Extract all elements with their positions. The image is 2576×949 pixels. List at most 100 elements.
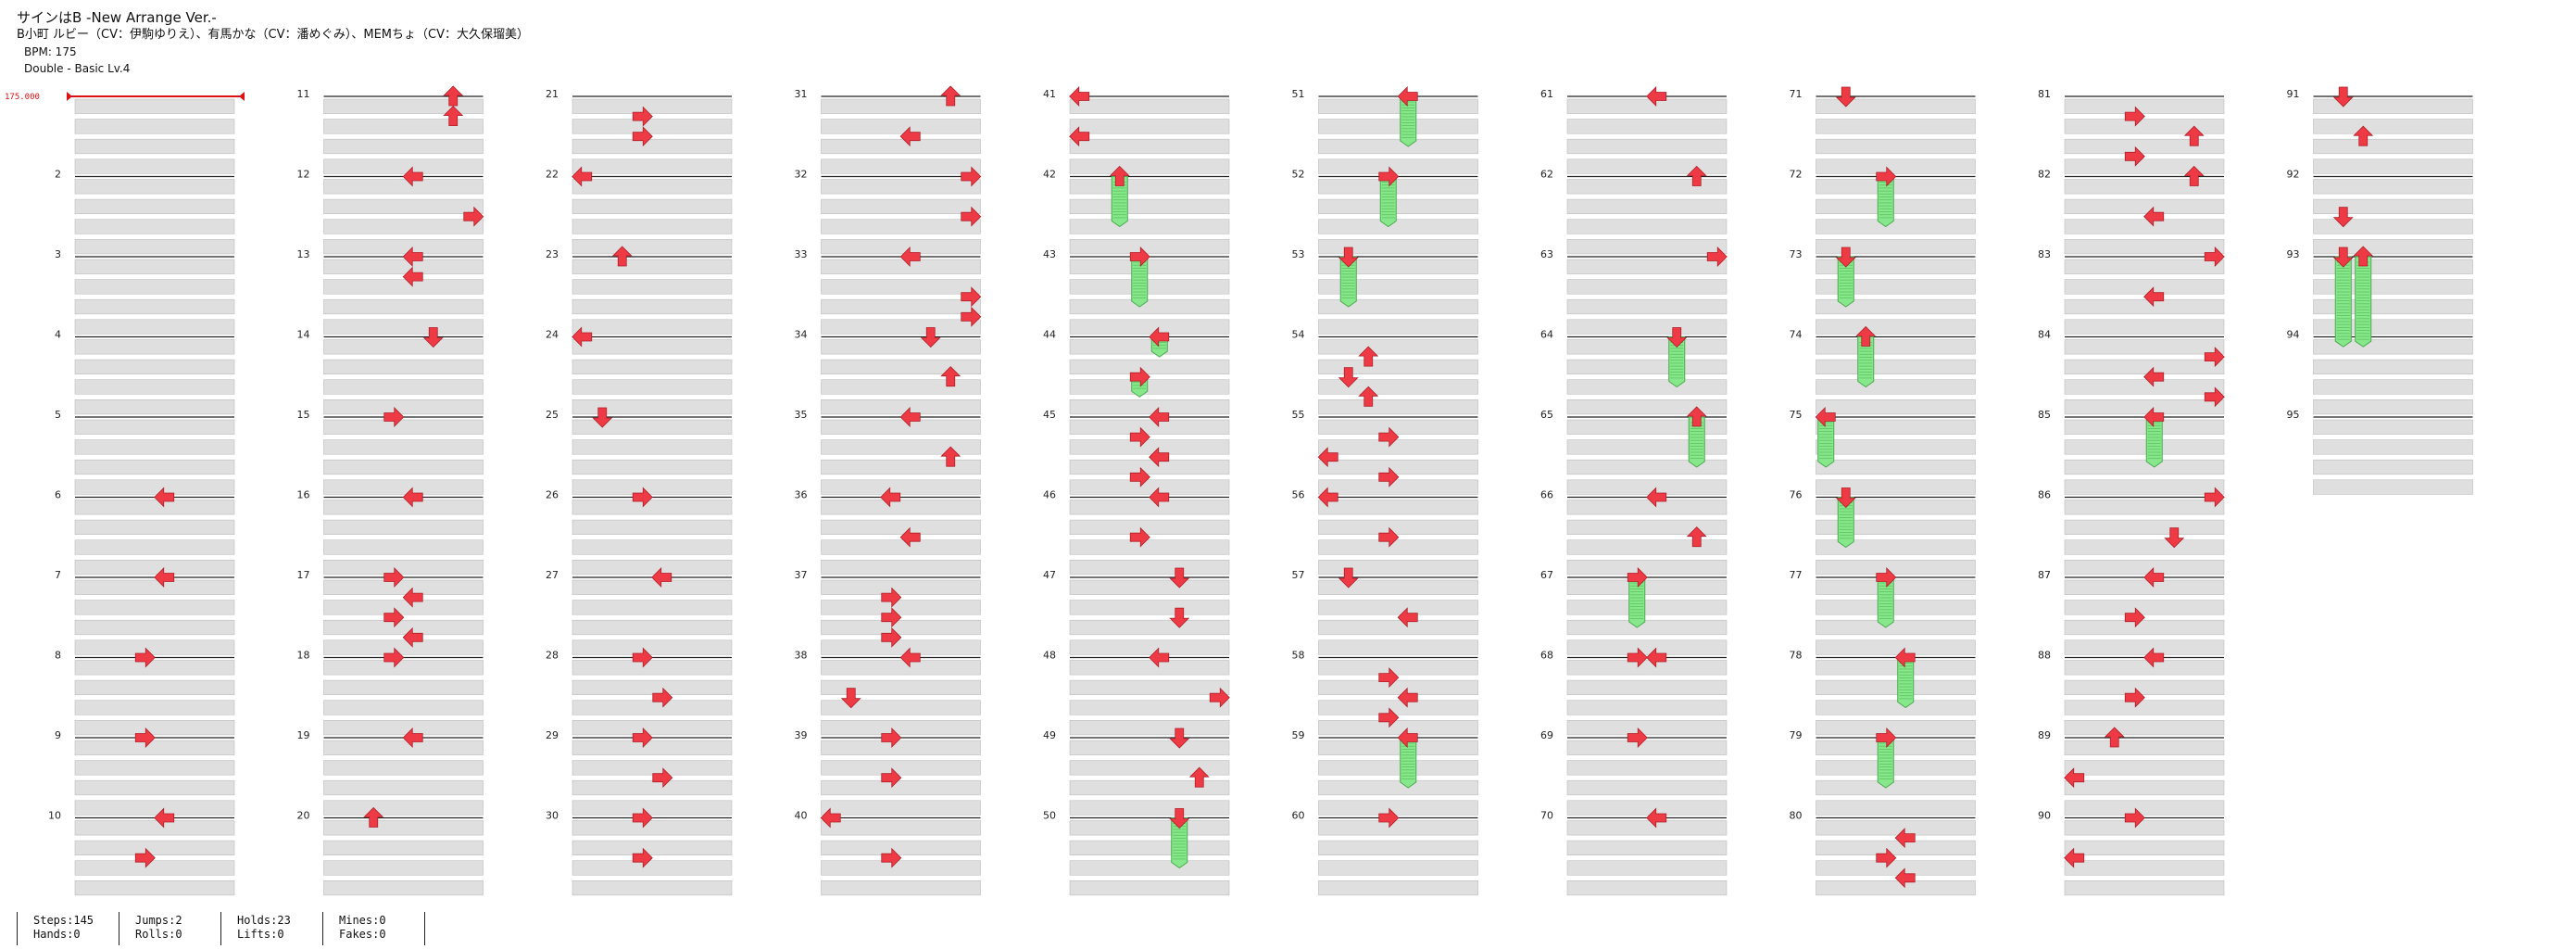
beat-row <box>2064 700 2225 715</box>
measure-number: 4 <box>55 329 61 341</box>
arrow-note-right <box>134 847 156 868</box>
beat-row <box>1566 119 1728 134</box>
arrow-note-left <box>154 567 175 588</box>
beat-row <box>323 760 484 776</box>
measure-number: 63 <box>1540 248 1553 260</box>
arrow-note-left <box>1317 487 1338 508</box>
measure: 19 <box>297 729 484 816</box>
beat-row <box>1566 500 1728 515</box>
beat-row <box>2313 179 2473 195</box>
beat-row <box>74 619 235 636</box>
beat-row <box>572 779 733 796</box>
beat-row <box>1318 700 1478 715</box>
arrow-note-down <box>1169 567 1190 588</box>
beat-row <box>2313 259 2473 274</box>
beat-row <box>2313 379 2473 395</box>
beat-row <box>1318 760 1478 776</box>
arrow-note-left <box>880 487 901 508</box>
beat-row <box>1069 379 1230 395</box>
beat-row <box>2064 158 2225 174</box>
beat-row <box>323 600 484 615</box>
beat-row <box>1318 660 1478 676</box>
measure: 10 <box>48 810 235 896</box>
beat-row <box>323 840 484 855</box>
measure-number: 91 <box>2287 88 2300 100</box>
arrow-note-right <box>1627 647 1648 668</box>
measure: 62 <box>1540 169 1728 255</box>
beat-row <box>1318 158 1478 174</box>
beat-row <box>1069 619 1230 636</box>
arrow-note-left <box>899 647 921 668</box>
arrow-note-right <box>881 626 902 648</box>
measure: 21 <box>546 88 733 174</box>
beat-row <box>821 238 981 255</box>
beat-row <box>1816 579 1976 595</box>
beat-row <box>1816 119 1976 134</box>
arrow-note-down <box>920 327 941 348</box>
arrow-note-right <box>652 767 673 789</box>
beat-row <box>323 779 484 796</box>
measure: 54 <box>1292 329 1478 415</box>
arrow-note-down <box>1338 247 1359 268</box>
measure-number: 2 <box>55 169 61 181</box>
arrow-note-right <box>2124 807 2145 829</box>
beat-row <box>2064 559 2225 576</box>
beat-row <box>1069 279 1230 295</box>
measure: 38 <box>795 650 981 736</box>
measure-number: 7 <box>55 569 61 581</box>
measure: 67 <box>1540 569 1728 655</box>
hold-body <box>1817 416 1835 468</box>
arrow-note-left <box>1646 807 1667 829</box>
beat-row <box>572 158 733 174</box>
beat-row <box>821 600 981 615</box>
beat-row <box>74 559 235 576</box>
beat-row <box>1069 298 1230 315</box>
measure: 46 <box>1043 489 1230 576</box>
measure-number: 55 <box>1292 409 1305 421</box>
beat-row <box>2064 679 2225 695</box>
arrow-note-right <box>2124 146 2145 167</box>
arrow-note-right <box>2204 487 2225 508</box>
measure-number: 69 <box>1540 729 1553 741</box>
arrow-note-left <box>2143 286 2165 308</box>
measure-number: 77 <box>1790 569 1803 581</box>
beat-row <box>1069 219 1230 234</box>
beat-row <box>2064 539 2225 555</box>
measure-number: 33 <box>795 248 808 260</box>
beat-row <box>1566 279 1728 295</box>
beat-row <box>323 860 484 876</box>
measure: 47 <box>1043 569 1230 655</box>
measure-number: 75 <box>1790 409 1803 421</box>
beat-row <box>1816 639 1976 655</box>
measure: 34 <box>795 329 981 415</box>
beat-row <box>323 820 484 836</box>
measure-number: 54 <box>1292 329 1305 341</box>
beat-row <box>323 500 484 515</box>
arrow-note-left <box>1894 647 1916 668</box>
measure: 18 <box>297 650 484 736</box>
beat-row <box>1566 479 1728 495</box>
beat-row <box>74 600 235 615</box>
measure: 78 <box>1790 650 1976 736</box>
measure-number: 79 <box>1790 729 1803 741</box>
arrow-note-down <box>1338 367 1359 388</box>
beat-row <box>74 298 235 315</box>
beat-row <box>323 259 484 274</box>
beat-row <box>1816 479 1976 495</box>
beat-row <box>1069 700 1230 715</box>
beat-row <box>821 579 981 595</box>
beat-row <box>1069 760 1230 776</box>
beat-row <box>2064 419 2225 435</box>
beat-row <box>1816 339 1976 355</box>
beat-row <box>2313 459 2473 475</box>
beat-row <box>821 319 981 335</box>
hold-note <box>1857 336 1875 388</box>
beat-row <box>1816 840 1976 855</box>
beat-row <box>323 419 484 435</box>
arrow-note-right <box>2124 687 2145 708</box>
beat-row <box>821 619 981 636</box>
beat-row <box>1816 740 1976 755</box>
measure-number: 46 <box>1043 489 1056 501</box>
beat-row <box>323 639 484 655</box>
beat-row <box>1318 679 1478 695</box>
